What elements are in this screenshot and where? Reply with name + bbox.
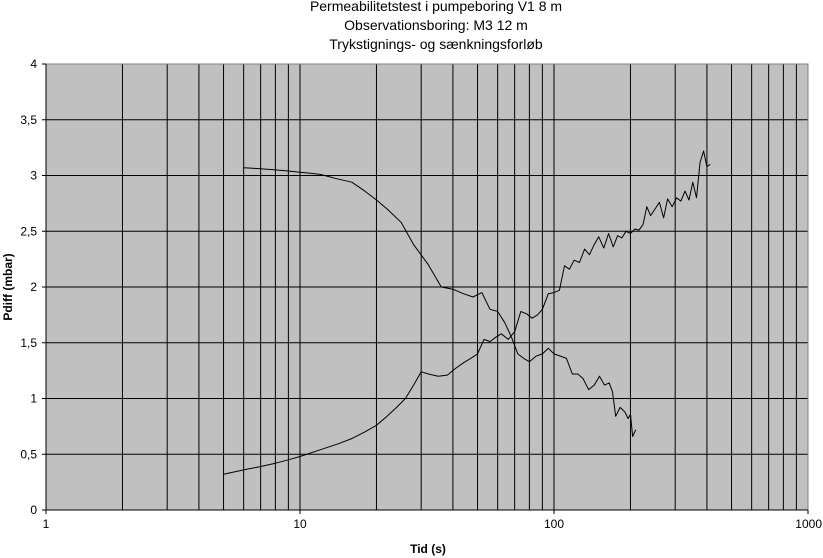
chart-title-line-2: Observationsboring: M3 12 m — [344, 17, 528, 33]
x-tick-label: 1 — [43, 517, 50, 531]
chart-title-line-3: Trykstignings- og sænkningsforløb — [329, 36, 543, 52]
chart-title-line-1: Permeabilitetstest i pumpeboring V1 8 m — [310, 0, 562, 14]
series-line-1 — [223, 150, 711, 475]
y-tick-label: 1,5 — [20, 336, 37, 350]
y-tick-label: 2,5 — [20, 224, 37, 238]
x-tick-label: 100 — [544, 517, 564, 531]
y-tick-label: 4 — [30, 57, 37, 71]
x-axis-label: Tid (s) — [410, 542, 446, 556]
y-tick-label: 3,5 — [20, 113, 37, 127]
y-tick-label: 0,5 — [20, 447, 37, 461]
series-line-2 — [243, 167, 637, 437]
y-tick-label: 1 — [30, 392, 37, 406]
y-tick-label: 3 — [30, 169, 37, 183]
x-tick-label: 10 — [293, 517, 307, 531]
y-tick-label: 2 — [30, 280, 37, 294]
x-tick-label: 1000 — [795, 517, 822, 531]
y-axis-label: Pdiff (mbar) — [1, 253, 15, 320]
y-tick-label: 0 — [30, 503, 37, 517]
gridlines — [46, 64, 808, 510]
